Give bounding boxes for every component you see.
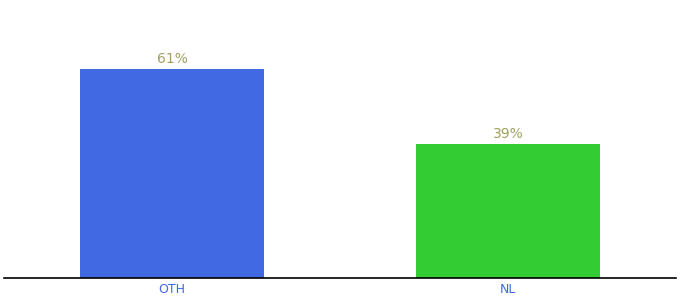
Text: 39%: 39% <box>492 127 524 141</box>
Text: 61%: 61% <box>156 52 188 66</box>
Bar <box>80 69 265 278</box>
Bar <box>415 145 600 278</box>
